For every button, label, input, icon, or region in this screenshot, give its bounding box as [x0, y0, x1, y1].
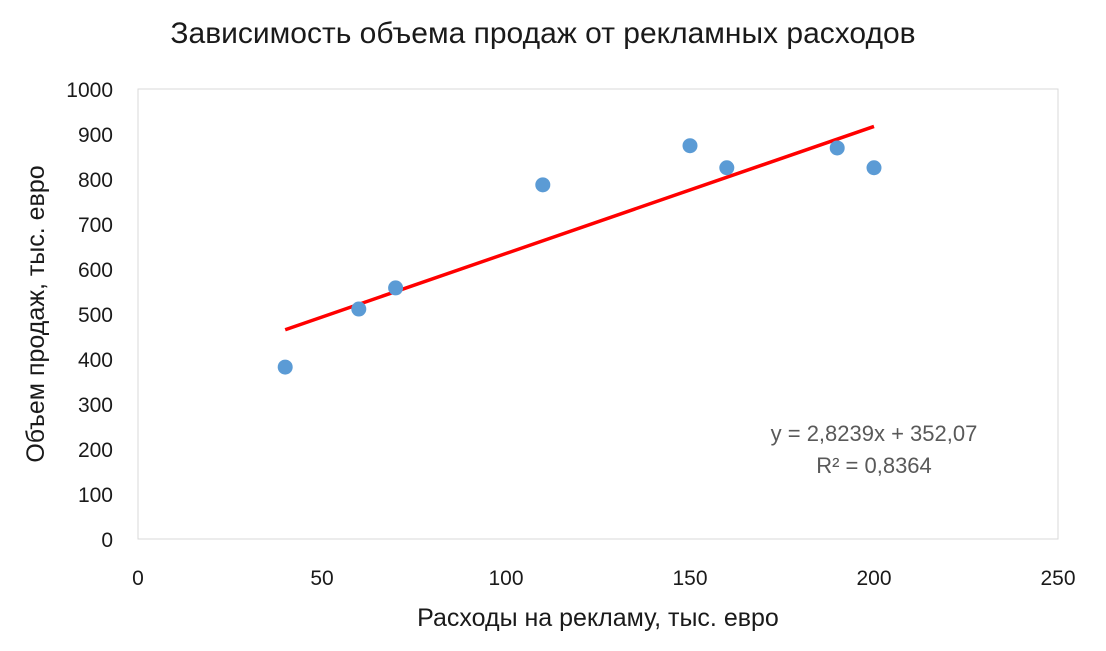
trendline-group [284, 124, 875, 332]
x-axis-title: Расходы на рекламу, тыс. евро [417, 604, 779, 632]
chart-title: Зависимость объема продаж от рекламных р… [170, 17, 915, 50]
x-tick-label: 100 [488, 567, 523, 590]
y-axis-tick-labels: 0 100 200 300 400 500 600 700 800 900 1000 [66, 79, 113, 552]
y-tick-label: 300 [78, 394, 113, 417]
trendline-equation-label: y = 2,8239x + 352,07 [771, 421, 978, 446]
y-tick-label: 0 [101, 529, 113, 552]
y-tick-label: 200 [78, 439, 113, 462]
x-tick-label: 0 [132, 567, 144, 590]
y-tick-label: 400 [78, 349, 113, 372]
x-tick-label: 200 [856, 567, 891, 590]
y-tick-label: 900 [78, 124, 113, 147]
data-points [277, 138, 882, 375]
linear-trendline [284, 124, 875, 332]
y-tick-label: 100 [78, 484, 113, 507]
data-point [829, 140, 845, 156]
trendline-r2-label: R² = 0,8364 [816, 453, 932, 478]
plot-area [137, 88, 1059, 540]
y-tick-label: 500 [78, 304, 113, 327]
y-tick-label: 600 [78, 259, 113, 282]
y-tick-label: 1000 [66, 79, 113, 102]
data-point [866, 160, 882, 176]
data-point [682, 138, 698, 154]
x-tick-label: 50 [310, 567, 333, 590]
data-point [719, 160, 735, 176]
plot-border [137, 88, 1059, 540]
data-point [277, 359, 293, 375]
data-point [351, 301, 367, 317]
y-axis-title: Объем продаж, тыс. евро [22, 165, 50, 462]
data-point [535, 177, 551, 193]
x-axis-tick-labels: 0 50 100 150 200 250 [132, 567, 1075, 590]
data-point [388, 280, 404, 296]
y-tick-label: 800 [78, 169, 113, 192]
x-tick-label: 150 [672, 567, 707, 590]
x-tick-label: 250 [1040, 567, 1075, 590]
y-tick-label: 700 [78, 214, 113, 237]
